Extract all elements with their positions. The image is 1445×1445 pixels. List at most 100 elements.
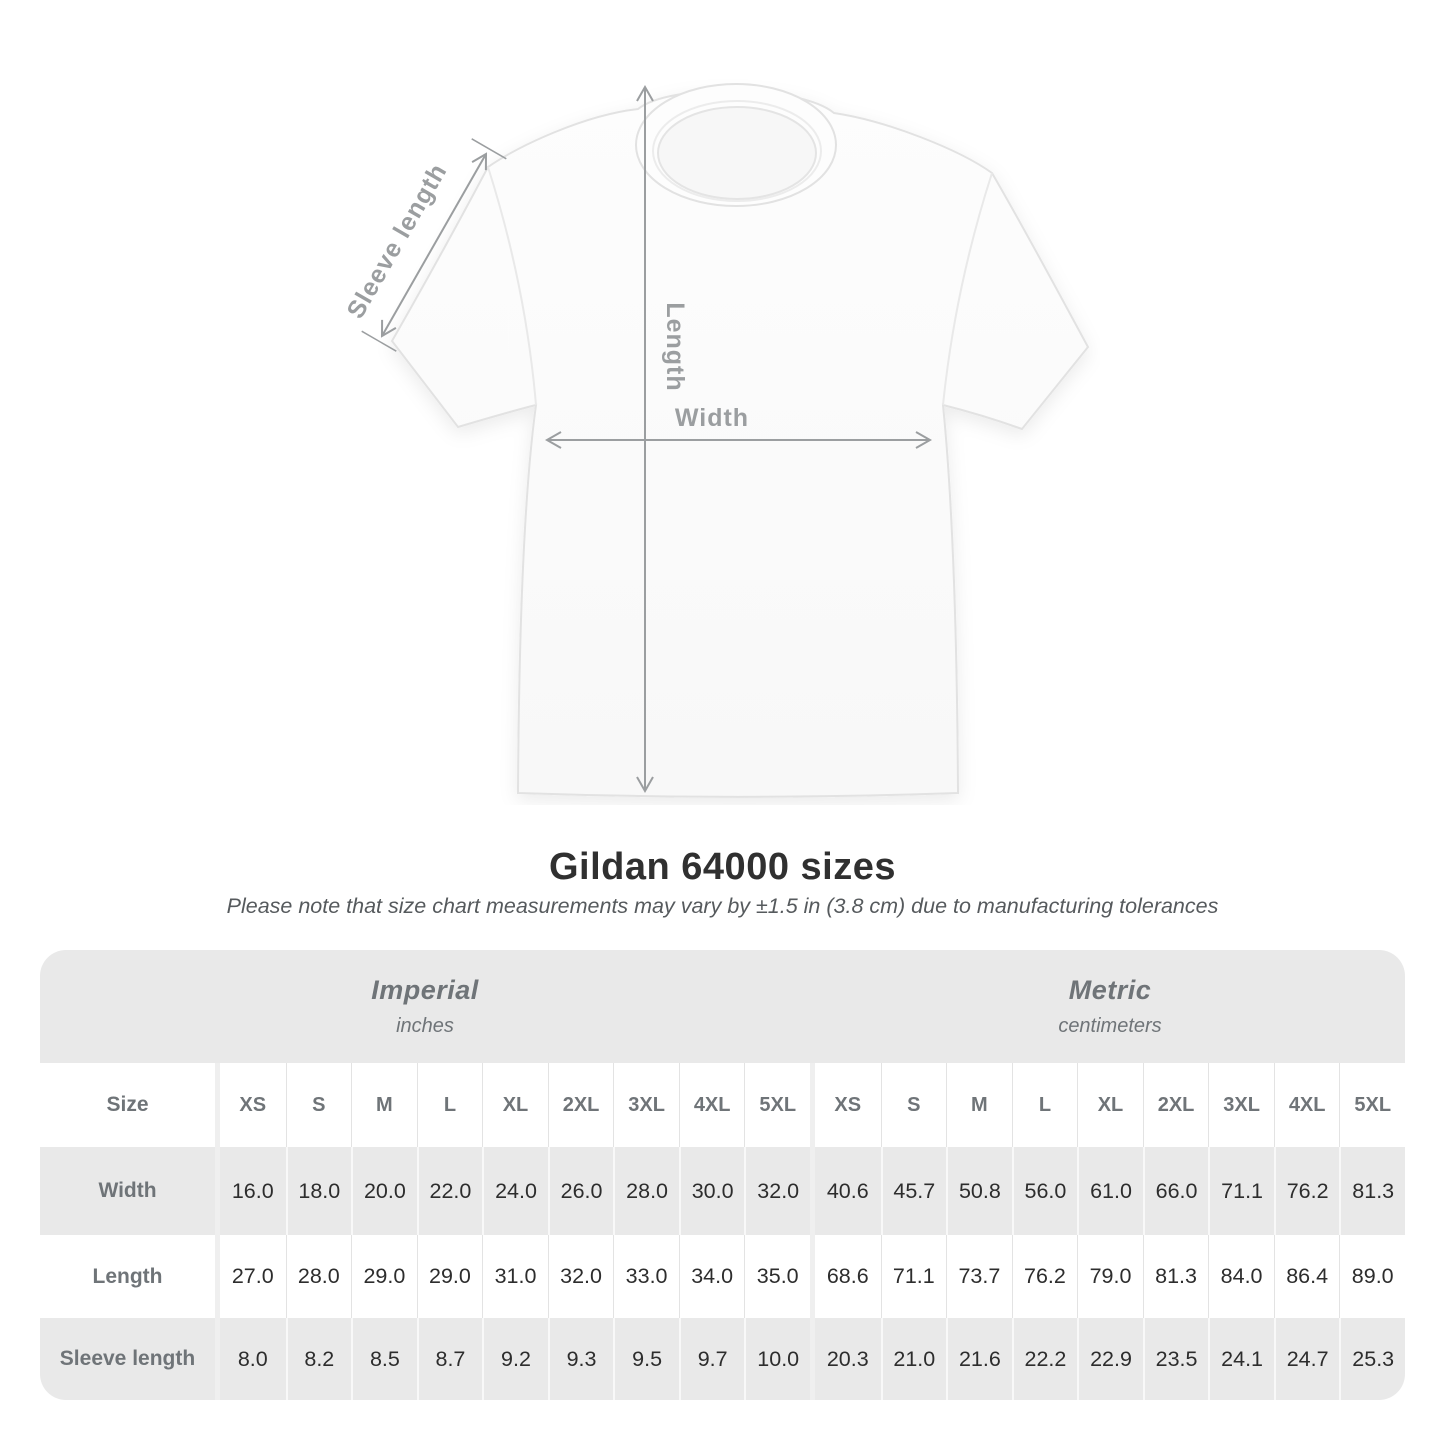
size-col-header: M [946, 1063, 1012, 1147]
value-cell: 8.7 [416, 1318, 483, 1400]
value-cell: 81.3 [1339, 1147, 1405, 1235]
metric-units: centimeters [1058, 1015, 1162, 1037]
column-group-divider [810, 1235, 815, 1318]
size-col-header: 3XL [613, 1063, 679, 1147]
value-cell: 28.0 [285, 1235, 352, 1318]
tshirt-outline [390, 89, 1090, 798]
value-cell: 71.1 [1208, 1147, 1274, 1235]
value-cell: 24.0 [482, 1147, 548, 1235]
value-cell: 29.0 [351, 1235, 417, 1318]
imperial-units: inches [396, 1015, 454, 1037]
value-cell: 50.8 [946, 1147, 1012, 1235]
column-group-divider [215, 1235, 220, 1318]
left-sleeve-seam [487, 166, 537, 406]
size-col-header: S [285, 1063, 352, 1147]
column-group-divider [215, 1318, 220, 1400]
metric-group-header: Metric centimeters [815, 950, 1405, 1063]
value-cell: 35.0 [744, 1235, 810, 1318]
size-header-row: Size XS S M L XL 2XL 3XL 4XL 5XL XS S M L XL 2XL 3XL 4XL 5… [40, 1063, 1405, 1147]
value-cell: 81.3 [1142, 1235, 1209, 1318]
size-col-header: 5XL [744, 1063, 810, 1147]
collar-seam [652, 100, 822, 202]
value-cell: 89.0 [1339, 1235, 1405, 1318]
value-cell: 86.4 [1273, 1235, 1340, 1318]
size-col-header: 2XL [1142, 1063, 1209, 1147]
length-label: Length [661, 302, 689, 391]
value-cell: 40.6 [826, 1178, 869, 1203]
size-col-header: XS [239, 1093, 267, 1116]
table-row: Length 27.0 28.0 29.0 29.0 31.0 32.0 33.0 34.0 35… [40, 1235, 1405, 1318]
value-cell: 34.0 [678, 1235, 745, 1318]
value-cell: 9.7 [678, 1318, 745, 1400]
tshirt-measurement-diagram: Length Width Sleeve length [341, 83, 1090, 798]
value-cell: 8.5 [351, 1318, 417, 1400]
size-col-header: XS [834, 1093, 862, 1116]
value-cell: 9.3 [547, 1318, 614, 1400]
value-cell: 25.3 [1339, 1318, 1405, 1400]
sleeve-length-arrow [361, 138, 507, 352]
width-arrow [544, 431, 933, 449]
value-cell: 30.0 [678, 1147, 745, 1235]
value-cell: 20.3 [826, 1346, 869, 1371]
value-cell: 10.0 [744, 1318, 810, 1400]
row-label: Sleeve length [59, 1347, 196, 1370]
value-cell: 76.2 [1273, 1147, 1340, 1235]
value-cell: 22.0 [416, 1147, 483, 1235]
size-col-header: L [1011, 1063, 1078, 1147]
value-cell: 23.5 [1142, 1318, 1209, 1400]
row-label: Length [92, 1264, 163, 1288]
page-title: Gildan 64000 sizes [549, 846, 896, 888]
column-group-divider [215, 1063, 220, 1147]
width-label: Width [675, 404, 749, 432]
value-cell: 31.0 [482, 1235, 548, 1318]
value-cell: 16.0 [231, 1178, 274, 1203]
column-group-divider [810, 1147, 815, 1235]
row-label: Width [98, 1179, 157, 1202]
value-cell: 79.0 [1077, 1235, 1143, 1318]
size-col-header: 4XL [678, 1063, 745, 1147]
value-cell: 61.0 [1077, 1147, 1143, 1235]
value-cell: 68.6 [826, 1264, 869, 1288]
value-cell: 8.0 [237, 1346, 268, 1371]
table-row: Sleeve length 8.0 8.2 8.5 8.7 9.2 9.3 9.5 9.7 10.… [40, 1318, 1405, 1400]
value-cell: 21.6 [946, 1318, 1012, 1400]
value-cell: 45.7 [880, 1147, 947, 1235]
imperial-label: Imperial [371, 975, 479, 1005]
value-cell: 24.7 [1273, 1318, 1340, 1400]
value-cell: 73.7 [946, 1235, 1012, 1318]
value-cell: 28.0 [613, 1147, 679, 1235]
size-table: Imperial inches Metric centimeters Size X… [40, 950, 1405, 1400]
right-sleeve-seam [942, 172, 993, 406]
size-col-header: 2XL [547, 1063, 614, 1147]
size-col-header: L [416, 1063, 483, 1147]
size-col-header: 3XL [1208, 1063, 1274, 1147]
value-cell: 24.1 [1208, 1318, 1274, 1400]
value-cell: 26.0 [547, 1147, 614, 1235]
value-cell: 9.5 [613, 1318, 679, 1400]
size-header-label: Size [106, 1093, 149, 1116]
collar-inner [657, 106, 817, 200]
value-cell: 27.0 [231, 1264, 274, 1288]
metric-label: Metric [1068, 975, 1152, 1005]
value-cell: 56.0 [1011, 1147, 1078, 1235]
value-cell: 22.9 [1077, 1318, 1143, 1400]
value-cell: 71.1 [880, 1235, 947, 1318]
column-group-divider [215, 1147, 220, 1235]
value-cell: 9.2 [482, 1318, 548, 1400]
column-group-divider [810, 1318, 815, 1400]
value-cell: 18.0 [285, 1147, 352, 1235]
value-cell: 84.0 [1208, 1235, 1274, 1318]
value-cell: 33.0 [613, 1235, 679, 1318]
size-col-header: 5XL [1339, 1063, 1405, 1147]
size-col-header: 4XL [1273, 1063, 1340, 1147]
size-col-header: S [880, 1063, 947, 1147]
value-cell: 8.2 [285, 1318, 352, 1400]
size-col-header: XL [1077, 1063, 1143, 1147]
unit-header-row: Imperial inches Metric centimeters [40, 950, 1405, 1063]
size-col-header: XL [482, 1063, 548, 1147]
value-cell: 76.2 [1011, 1235, 1078, 1318]
value-cell: 32.0 [744, 1147, 810, 1235]
value-cell: 20.0 [351, 1147, 417, 1235]
tolerance-note: Please note that size chart measurements… [226, 894, 1219, 918]
value-cell: 32.0 [547, 1235, 614, 1318]
